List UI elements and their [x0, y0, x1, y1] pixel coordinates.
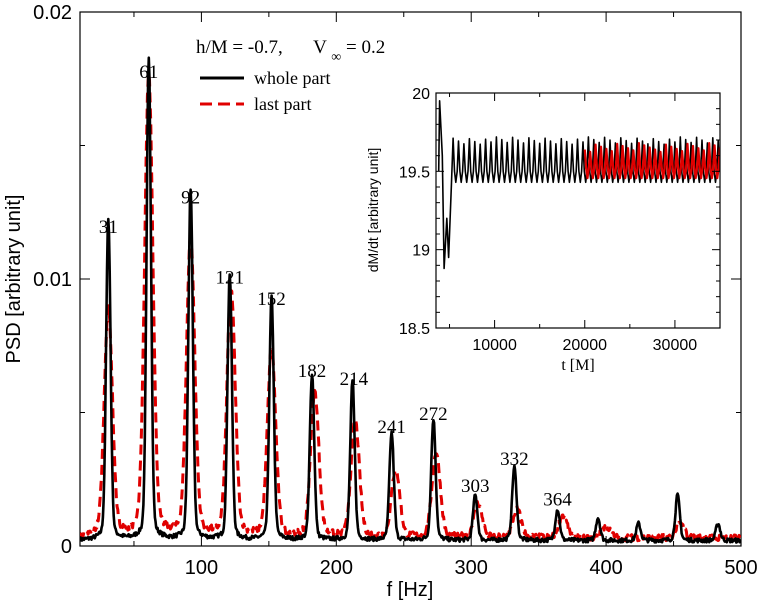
peak-label-214: 214: [340, 369, 369, 390]
inset-y-tick-label-1: 19: [412, 243, 430, 260]
inset-series-last-part: [583, 142, 720, 180]
y-tick-label-0: 0: [61, 536, 72, 558]
x-tick-label-100: 100: [185, 557, 218, 579]
inset-y-tick-label-3: 20: [412, 86, 430, 103]
inset-ticks: 10000 20000 30000 18.5 19 19.5 20: [399, 86, 721, 354]
params-v-text: V: [313, 37, 327, 58]
peak-label-241: 241: [377, 417, 406, 438]
peak-label-152: 152: [257, 289, 286, 310]
inset-x-tick-label-0: 10000: [472, 337, 517, 354]
peak-label-303: 303: [461, 476, 490, 497]
inset-y-axis-label: dM/dt [arbitrary unit]: [365, 148, 381, 273]
inset-plot-frame: [435, 92, 721, 329]
params-v-value: = 0.2: [346, 37, 385, 58]
legend: whole part last part: [200, 68, 330, 114]
inset-x-axis-label: t [M]: [561, 357, 594, 374]
peak-annotations: 31 61 92 121 152 182 214 241 272 303 332 364: [99, 62, 572, 510]
y-tick-label-2: 0.02: [33, 2, 72, 24]
legend-label-whole-part: whole part: [254, 68, 330, 88]
series-line-whole-part: [80, 56, 741, 544]
x-tick-label-300: 300: [455, 557, 488, 579]
x-tick-label-400: 400: [589, 557, 622, 579]
inset-y-tick-label-2: 19.5: [399, 164, 430, 181]
peak-label-61: 61: [139, 62, 158, 83]
peak-label-272: 272: [419, 404, 448, 425]
inset-y-tick-label-0: 18.5: [399, 321, 430, 338]
x-tick-label-200: 200: [320, 557, 353, 579]
peak-label-121: 121: [215, 268, 244, 289]
main-y-axis-label: PSD [arbitrary unit]: [3, 195, 25, 364]
params-h-text: h/M = -0.7,: [196, 37, 283, 58]
peak-label-364: 364: [543, 489, 572, 510]
peak-label-92: 92: [181, 188, 200, 209]
x-tick-label-500: 500: [724, 557, 757, 579]
inset-background: [436, 93, 720, 328]
peak-label-31: 31: [99, 217, 118, 238]
peak-label-182: 182: [298, 361, 327, 382]
main-ticks: 100 200 300 400 500 0 0.01 0.02: [33, 2, 758, 579]
inset-x-tick-label-1: 20000: [563, 337, 608, 354]
peak-label-332: 332: [500, 449, 529, 470]
params-v-subscript: ∞: [331, 50, 341, 65]
y-tick-label-1: 0.01: [33, 269, 72, 291]
params-label: h/M = -0.7, V ∞ = 0.2: [196, 37, 385, 66]
inset-x-tick-label-2: 30000: [653, 337, 698, 354]
legend-label-last-part: last part: [254, 94, 311, 114]
main-x-axis-label: f [Hz]: [387, 579, 434, 601]
